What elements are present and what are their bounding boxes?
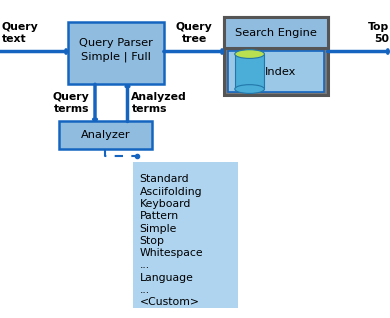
Text: <Custom>: <Custom> <box>140 297 200 307</box>
Bar <box>224 17 328 48</box>
Ellipse shape <box>235 85 264 93</box>
Text: Query
terms: Query terms <box>52 92 89 114</box>
Text: Index: Index <box>265 66 296 77</box>
Text: Top
50: Top 50 <box>368 22 389 44</box>
Text: ...: ... <box>140 260 150 270</box>
Bar <box>235 54 264 89</box>
Bar <box>133 162 238 308</box>
Bar <box>68 22 164 84</box>
Text: Query
tree: Query tree <box>176 22 213 44</box>
Text: Query Parser
Simple | Full: Query Parser Simple | Full <box>79 38 153 62</box>
Text: Stop: Stop <box>140 236 165 246</box>
Text: Standard: Standard <box>140 175 189 184</box>
Text: Simple: Simple <box>140 224 177 234</box>
Text: Whitespace: Whitespace <box>140 248 203 258</box>
Ellipse shape <box>235 50 264 59</box>
Text: Asciifolding: Asciifolding <box>140 187 202 197</box>
Text: Language: Language <box>140 273 193 283</box>
Text: ...: ... <box>140 285 150 295</box>
Text: Pattern: Pattern <box>140 211 179 221</box>
Bar <box>58 121 152 149</box>
Text: Analyzer: Analyzer <box>80 130 130 141</box>
Text: Keyboard: Keyboard <box>140 199 191 209</box>
Text: Query
text: Query text <box>2 22 39 44</box>
Bar <box>228 51 324 92</box>
Text: Search Engine: Search Engine <box>235 28 317 38</box>
Bar <box>224 17 328 95</box>
Text: Analyzed
terms: Analyzed terms <box>131 92 187 114</box>
